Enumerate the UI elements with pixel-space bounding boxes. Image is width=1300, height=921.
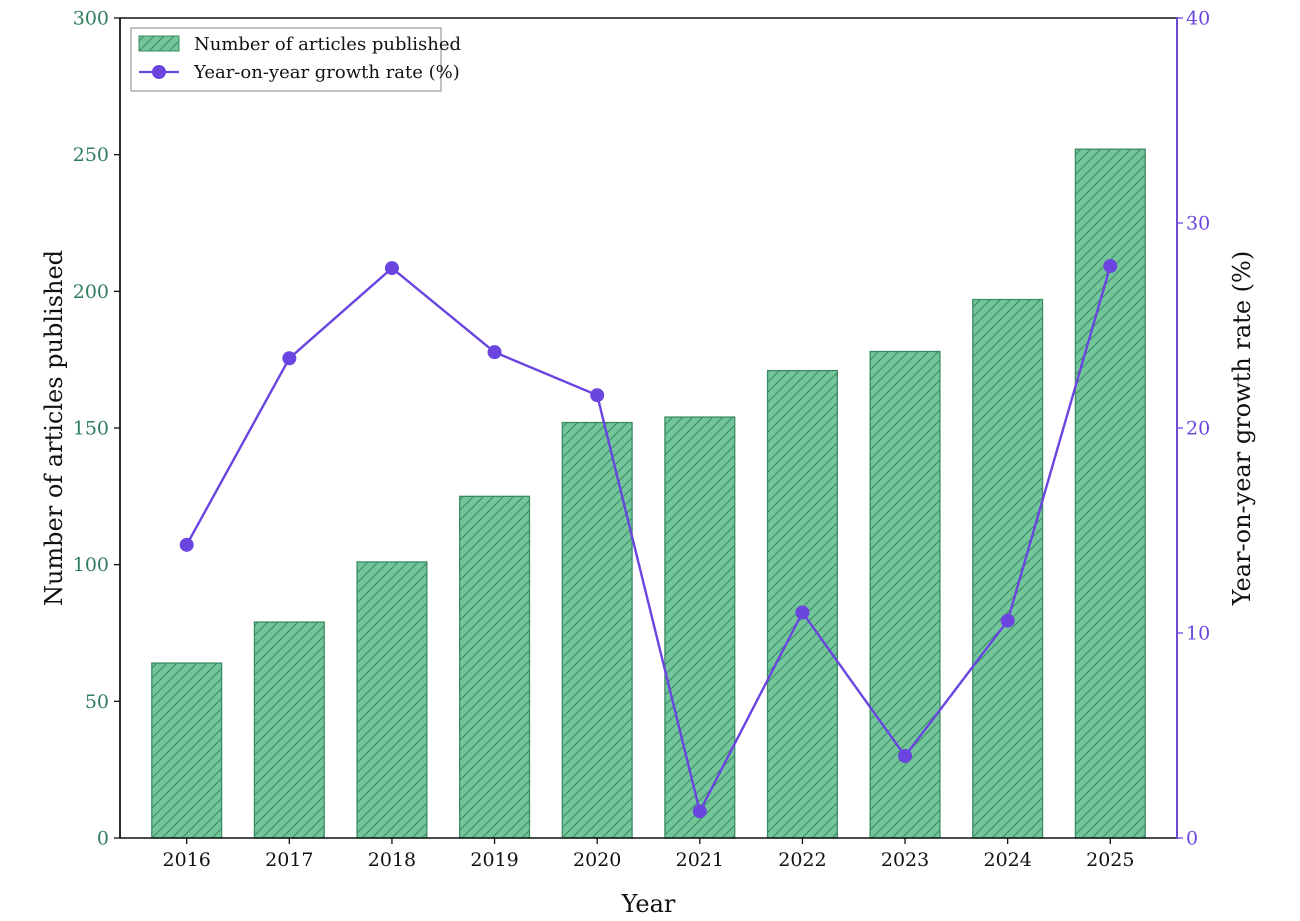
left-tick-label: 150 [73,418,109,440]
growth-point-2017 [282,351,297,366]
left-tick-label: 300 [73,8,109,30]
legend-line-marker [152,65,166,79]
legend-label-articles: Number of articles published [194,34,461,55]
right-tick-label: 10 [1186,623,1210,645]
x-tick-label: 2016 [163,849,211,871]
growth-point-2021 [692,804,707,819]
bar-hatch-2023 [869,350,941,839]
growth-point-2019 [487,345,502,360]
left-tick-label: 50 [85,691,109,713]
x-tick-label: 2022 [778,849,826,871]
right-tick-label: 30 [1186,213,1210,235]
x-axis-ticks: 2016 2017 2018 2019 2020 2021 2022 2023 2024 2025 [163,838,1134,871]
x-tick-label: 2017 [265,849,313,871]
x-tick-label: 2018 [368,849,416,871]
bars-layer [151,148,1146,839]
growth-point-2022 [795,605,810,620]
legend: Number of articles published Year-on-yea… [130,27,461,92]
left-tick-label: 250 [73,144,109,166]
legend-bar-swatch-hatch [139,36,179,51]
growth-point-2020 [590,388,605,403]
bar-hatch-2021 [664,416,736,839]
x-tick-label: 2020 [573,849,621,871]
left-tick-label: 200 [73,281,109,303]
x-tick-label: 2021 [676,849,724,871]
bar-hatch-2025 [1074,148,1146,839]
bar-hatch-2020 [561,421,633,839]
left-axis-ticks: 0 50 100 150 200 250 300 [73,8,120,850]
right-tick-label: 0 [1186,828,1198,850]
bar-hatch-2018 [356,561,428,839]
left-axis-title: Number of articles published [40,250,68,606]
left-tick-label: 100 [73,554,109,576]
x-axis-title: Year [621,890,676,918]
growth-point-2024 [1000,613,1015,628]
growth-point-2025 [1103,259,1118,274]
growth-point-2016 [179,537,194,552]
bar-hatch-2017 [253,621,325,839]
growth-rate-line [185,265,1112,813]
bar-hatch-2016 [151,662,223,839]
legend-label-growth: Year-on-year growth rate (%) [193,62,460,83]
x-tick-label: 2023 [881,849,929,871]
right-tick-label: 40 [1186,8,1210,30]
x-tick-label: 2025 [1086,849,1134,871]
right-tick-label: 20 [1186,418,1210,440]
growth-line-layer [179,259,1118,819]
bar-hatch-2022 [766,369,838,839]
legend-box [130,27,442,92]
bar-hatch-2024 [972,298,1044,839]
growth-point-2023 [898,749,913,763]
x-tick-label: 2024 [983,849,1031,871]
right-axis-ticks: 0 10 20 30 40 [1177,8,1210,850]
left-tick-label: 0 [97,828,109,850]
x-tick-label: 2019 [470,849,518,871]
growth-point-2018 [384,261,399,276]
bar-hatch-2019 [459,495,531,839]
right-axis-title: Year-on-year growth rate (%) [1228,251,1256,606]
